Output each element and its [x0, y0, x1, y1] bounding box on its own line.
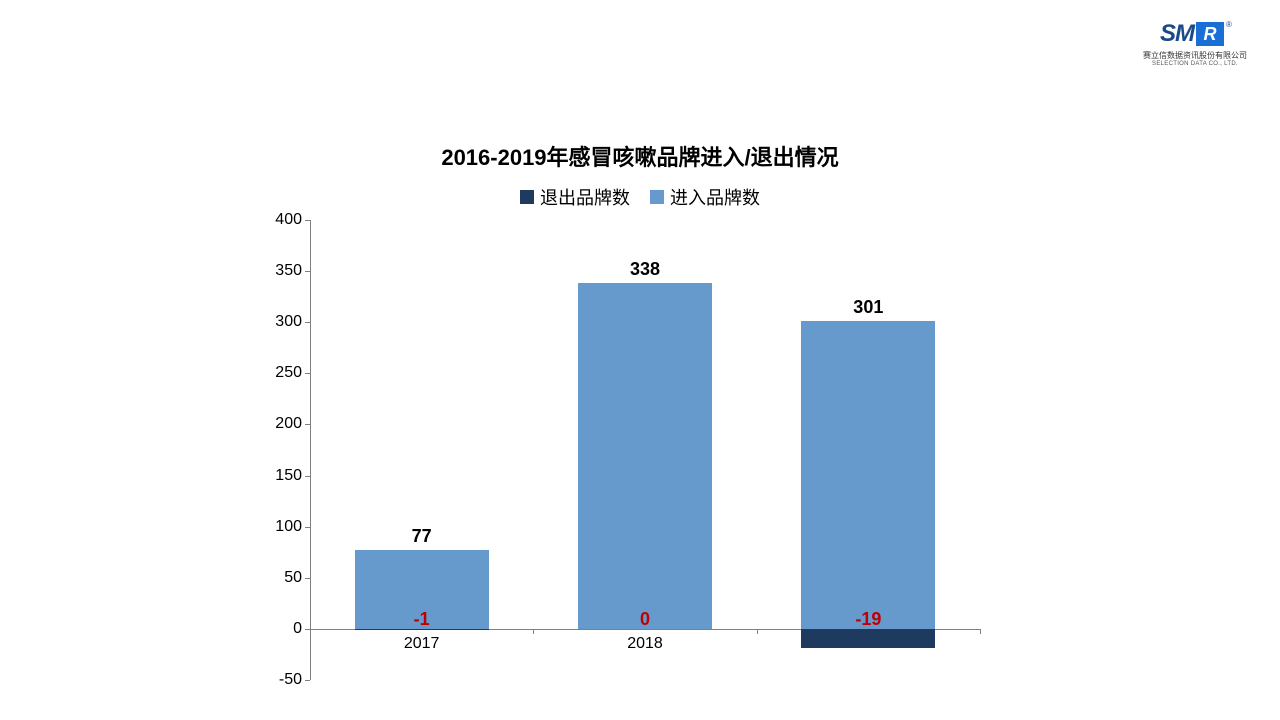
y-tick-label: -50	[279, 671, 310, 689]
bar-enter-label: 301	[853, 297, 883, 318]
x-tick-mark	[980, 629, 981, 634]
bar-enter-label: 338	[630, 259, 660, 280]
x-category-label: 2017	[404, 635, 440, 653]
legend-item: 退出品牌数	[520, 184, 630, 210]
y-tick-label: 0	[293, 620, 310, 638]
y-tick-label: 150	[275, 467, 310, 485]
bar-enter	[578, 283, 712, 629]
logo-registered: ®	[1226, 20, 1232, 29]
y-tick-label: 250	[275, 364, 310, 382]
y-tick-label: 100	[275, 518, 310, 536]
y-tick-label: 50	[284, 569, 310, 587]
logo-sm-text: SM	[1160, 20, 1194, 48]
bar-exit-label: -19	[855, 609, 881, 630]
bar-exit-label: -1	[414, 609, 430, 630]
x-category-label: 2018	[627, 635, 663, 653]
y-tick-label: 350	[275, 262, 310, 280]
brand-logo: SM R ® 赛立信数据资讯股份有限公司 SELECTION DATA CO.,…	[1140, 20, 1250, 67]
legend-swatch	[520, 190, 534, 204]
chart-title: 2016-2019年感冒咳嗽品牌进入/退出情况	[270, 140, 1010, 172]
bar-enter	[801, 321, 935, 629]
bar-exit-label: 0	[640, 609, 650, 630]
legend-swatch	[650, 190, 664, 204]
x-tick-mark	[533, 629, 534, 634]
chart-plot-area: -50050100150200250300350400201777-120183…	[310, 220, 980, 680]
bar-exit	[801, 629, 935, 648]
logo-r-box: R	[1196, 22, 1224, 46]
legend-item: 进入品牌数	[650, 184, 760, 210]
x-tick-mark	[310, 629, 311, 634]
chart-legend: 退出品牌数 进入品牌数	[270, 184, 1010, 210]
logo-cn-text: 赛立信数据资讯股份有限公司	[1140, 50, 1250, 61]
y-tick-label: 400	[275, 211, 310, 229]
x-tick-mark	[757, 629, 758, 634]
y-tick-label: 200	[275, 415, 310, 433]
legend-label: 进入品牌数	[670, 184, 760, 210]
y-axis-line	[310, 220, 311, 680]
legend-label: 退出品牌数	[540, 184, 630, 210]
chart-container: 2016-2019年感冒咳嗽品牌进入/退出情况 退出品牌数进入品牌数 -5005…	[270, 140, 1010, 680]
y-tick-label: 300	[275, 313, 310, 331]
logo-en-text: SELECTION DATA CO., LTD.	[1140, 61, 1250, 67]
bar-enter-label: 77	[412, 526, 432, 547]
